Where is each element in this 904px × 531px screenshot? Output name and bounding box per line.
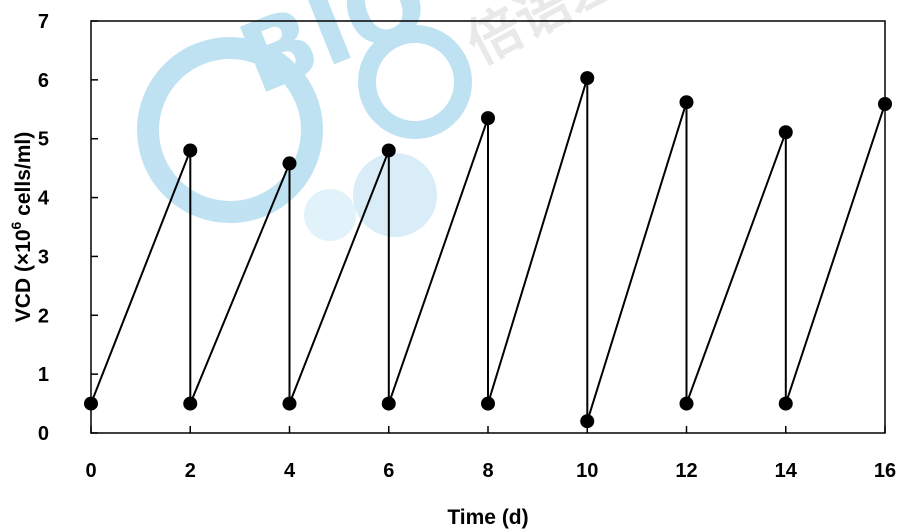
data-point [183, 396, 198, 411]
x-axis-ticks [90, 426, 886, 433]
data-point [679, 396, 694, 411]
y-tick-label: 5 [38, 129, 49, 151]
x-axis-tick-labels: 0 2 4 6 8 10 12 14 16 [85, 460, 896, 482]
x-tick-label: 2 [185, 460, 196, 482]
data-point [778, 125, 793, 140]
watermark-logo-text: BIO [225, 0, 444, 116]
series-line [90, 77, 886, 422]
data-point [679, 95, 694, 110]
watermark-bubble-small [304, 189, 356, 241]
y-axis-label-main: VCD (×10 [12, 229, 35, 322]
y-axis-tick-labels: 0 1 2 3 4 5 6 7 [38, 11, 50, 445]
watermark-bubble [353, 153, 437, 237]
x-tick-label: 14 [775, 460, 798, 482]
watermark-ring-small [358, 25, 472, 139]
data-point [282, 396, 297, 411]
y-tick-label: 1 [38, 364, 49, 386]
data-point [84, 396, 98, 411]
x-tick-label: 10 [576, 460, 598, 482]
data-point [481, 111, 495, 126]
y-tick-label: 7 [38, 11, 49, 33]
data-point [183, 143, 198, 158]
watermark-cjk-text: 倍语差 [457, 0, 630, 76]
y-axis-label-exponent: 6 [8, 221, 24, 229]
x-tick-label: 12 [675, 460, 697, 482]
data-point [381, 396, 396, 411]
data-point [580, 71, 595, 86]
x-tick-label: 16 [874, 460, 896, 482]
x-tick-label: 8 [482, 460, 493, 482]
series-points [84, 71, 892, 429]
y-tick-label: 3 [38, 246, 49, 268]
watermark-ring-large [137, 37, 323, 223]
data-point [878, 96, 892, 111]
x-tick-label: 4 [284, 460, 296, 482]
y-tick-label: 4 [38, 188, 50, 210]
data-point [580, 414, 595, 429]
x-tick-label: 0 [85, 460, 96, 482]
y-axis-label: VCD (×106 cells/ml) [8, 132, 35, 322]
data-point [282, 156, 297, 171]
data-point [481, 396, 495, 411]
x-axis-label: Time (d) [447, 506, 528, 529]
x-tick-label: 6 [383, 460, 394, 482]
y-tick-label: 0 [38, 423, 49, 445]
data-point [381, 143, 396, 158]
y-axis-ticks [91, 20, 98, 434]
data-point [778, 396, 793, 411]
y-tick-label: 6 [38, 70, 49, 92]
y-tick-label: 2 [38, 305, 49, 327]
y-axis-label-unit: cells/ml) [12, 132, 35, 222]
